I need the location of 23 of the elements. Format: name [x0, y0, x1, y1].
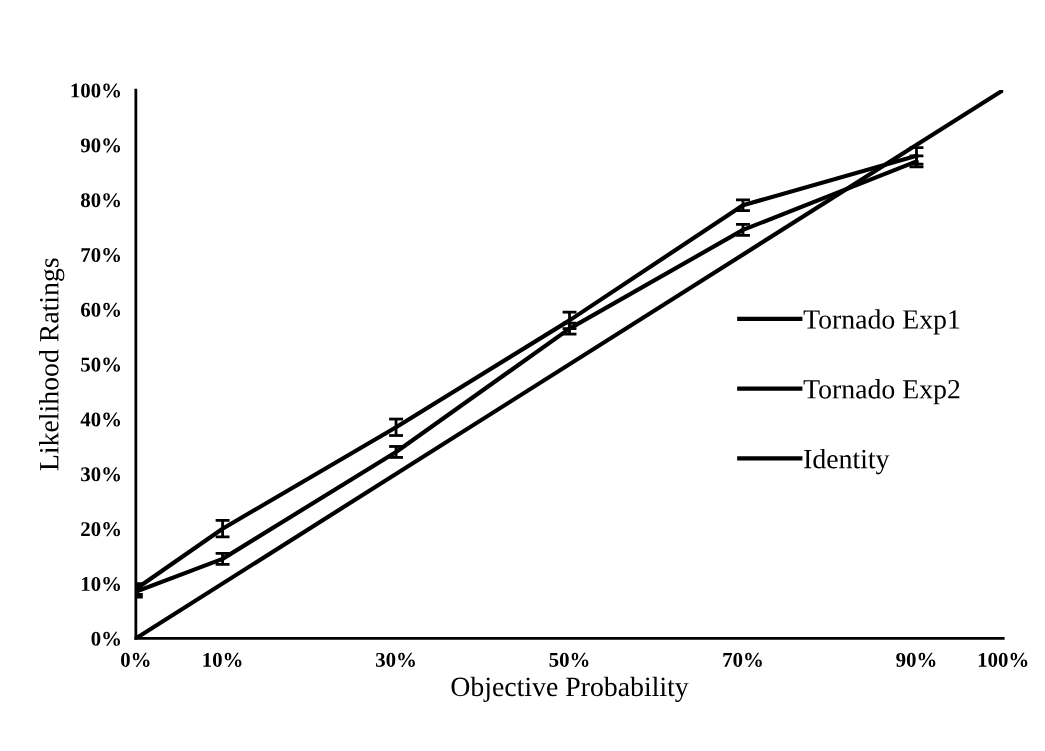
- x-axis-title: Objective Probability: [451, 676, 689, 702]
- y-tick-label: 30%: [81, 467, 121, 482]
- y-tick-label: 10%: [81, 576, 121, 592]
- y-tick-label: 60%: [81, 302, 121, 317]
- y-axis-title: Likelihood Ratings: [39, 258, 65, 471]
- y-tick-label: 90%: [80, 138, 121, 153]
- y-tick-label: 50%: [81, 357, 121, 372]
- x-tick-label: 70%: [723, 652, 762, 667]
- legend-label: Identity: [804, 448, 890, 475]
- x-tick-label: 10%: [203, 652, 242, 667]
- y-tick-label: 40%: [80, 412, 121, 427]
- x-tick-label: 90%: [896, 652, 936, 667]
- legend-label: Tornado Exp1: [803, 309, 960, 335]
- y-tick-label: 70%: [81, 247, 121, 263]
- y-tick-label: 0%: [91, 631, 121, 646]
- x-tick-label: 0%: [121, 652, 150, 667]
- y-tick-label: 20%: [81, 522, 121, 537]
- x-tick-label: 30%: [376, 652, 415, 667]
- x-tick-label: 50%: [549, 652, 589, 667]
- y-tick-label: 80%: [80, 193, 121, 208]
- y-tick-label: 100%: [71, 83, 121, 98]
- x-tick-label: 100%: [978, 652, 1028, 667]
- legend-label: Tornado Exp2: [803, 379, 960, 405]
